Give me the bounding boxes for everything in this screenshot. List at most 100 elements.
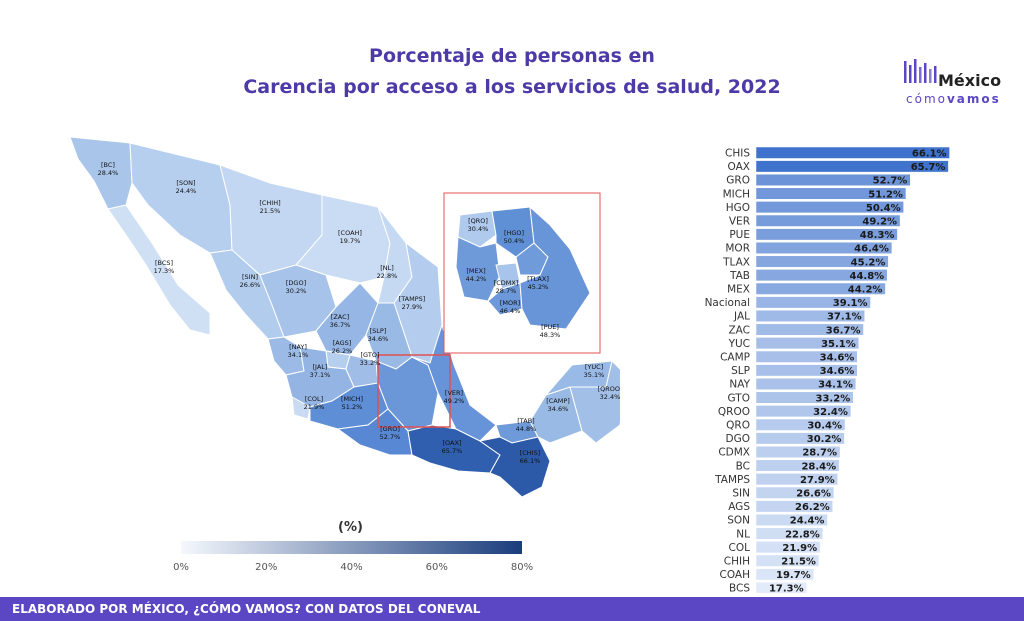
bar-value-label: 33.2%: [816, 393, 851, 404]
bar-category-label: TAMPS: [714, 474, 750, 486]
bar-value-label: 48.3%: [860, 230, 895, 241]
bar-value-label: 44.2%: [848, 285, 883, 296]
bar-value-label: 36.7%: [826, 325, 861, 336]
bar: [755, 214, 901, 227]
map-state-code: [COL]: [305, 395, 323, 403]
bar: [755, 255, 889, 268]
map-state-value: 66.1%: [520, 457, 541, 465]
map-state-value: 30.4%: [468, 225, 489, 233]
bar-category-label: OAX: [728, 161, 750, 173]
bar-category-label: NL: [736, 528, 750, 540]
map-state-code: [QRO]: [468, 217, 488, 225]
map-state-value: 65.7%: [442, 447, 463, 455]
bar-category-label: BC: [736, 460, 750, 472]
legend-title: (%): [338, 520, 363, 535]
bar: [755, 241, 893, 254]
map-state-code: [ZAC]: [331, 313, 349, 321]
bar-category-label: TAB: [729, 270, 750, 282]
bar-category-label: SIN: [732, 488, 750, 500]
bar-value-label: 52.7%: [873, 176, 908, 187]
map-state-value: 26.6%: [240, 281, 261, 289]
bar-value-label: 19.7%: [776, 570, 811, 581]
map-state-code: [TLAX]: [527, 275, 549, 283]
map-state-code: [NL]: [380, 264, 394, 272]
region-qroo: [569, 360, 620, 444]
bar-category-label: MICH: [723, 188, 750, 200]
bar-value-label: 34.6%: [820, 366, 855, 377]
ranking-bar-chart: CHIS 66.1% OAX 65.7% GRO 52.7% MICH 51.2% HGO 50.…: [705, 146, 950, 593]
map-state-value: 35.1%: [584, 371, 605, 379]
map-state-code: [SIN]: [242, 273, 258, 281]
map-state-value: 44.8%: [516, 425, 537, 433]
bar-value-label: 28.4%: [801, 461, 836, 472]
map-state-value: 30.2%: [286, 287, 307, 295]
inset-region-mex: [455, 236, 501, 302]
inset-region-pue: [519, 205, 591, 330]
bar-category-label: PUE: [729, 229, 750, 241]
bar: [755, 350, 858, 363]
map-state-value: 34.6%: [368, 335, 389, 343]
map-state-code: [PUE]: [541, 323, 559, 331]
legend-tick-label: 0%: [173, 562, 189, 573]
legend-tick-label: 40%: [340, 562, 363, 573]
bar-value-label: 46.4%: [854, 244, 889, 255]
map-state-value: 24.4%: [176, 187, 197, 195]
map-state-value: 33.2%: [360, 359, 381, 367]
bar-category-label: QRO: [726, 420, 750, 432]
bar: [755, 187, 907, 200]
bar-category-label: CHIH: [724, 556, 750, 568]
bar: [755, 418, 846, 431]
map-labels: [BC]28.4% [SON]24.4% [CHIH]21.5% [COAH]19.7…: [98, 161, 620, 465]
map-state-code: [QROO]: [598, 385, 620, 393]
bar-value-label: 49.2%: [862, 217, 897, 228]
region-bcs: [107, 204, 211, 336]
bar-value-label: 50.4%: [866, 203, 901, 214]
map-state-value: 26.2%: [332, 347, 353, 355]
bar: [755, 541, 821, 554]
legend-tick-label: 20%: [255, 562, 278, 573]
logo-main-text: México: [938, 71, 1002, 90]
map-state-value: 21.5%: [260, 207, 281, 215]
mexico-map: [BC]28.4% [SON]24.4% [CHIH]21.5% [COAH]19.7…: [69, 136, 620, 498]
bar-category-label: COL: [729, 542, 751, 554]
bar-value-label: 39.1%: [833, 298, 868, 309]
map-state-value: 52.7%: [380, 433, 401, 441]
bar-value-label: 37.1%: [827, 312, 862, 323]
bar-category-label: Nacional: [705, 297, 750, 309]
bar-category-label: TLAX: [722, 256, 750, 268]
bar-category-label: DGO: [726, 433, 751, 445]
map-state-value: 51.2%: [342, 403, 363, 411]
bar: [755, 337, 860, 350]
chart-title-line2: Carencia por acceso a los servicios de s…: [243, 76, 781, 98]
mexico-como-vamos-logo: México cómovamos: [898, 55, 1016, 115]
bar-category-label: COAH: [720, 569, 751, 581]
map-state-code: [MICH]: [341, 395, 363, 403]
bar: [755, 146, 950, 159]
bar: [755, 296, 871, 309]
map-state-value: 17.3%: [154, 267, 175, 275]
logo-sub-light: cómo: [906, 92, 947, 106]
region-chis: [478, 436, 551, 498]
map-state-code: [GRO]: [380, 425, 400, 433]
region-col: [291, 396, 311, 420]
map-state-value: 45.2%: [528, 283, 549, 291]
map-state-code: [JAL]: [313, 363, 328, 371]
map-state-code: [DGO]: [286, 279, 306, 287]
bar: [755, 228, 898, 241]
bar-category-label: CDMX: [718, 447, 750, 459]
bar: [755, 201, 904, 214]
map-state-value: 22.8%: [377, 272, 398, 280]
map-state-code: [TAMPS]: [399, 295, 426, 303]
bar: [755, 445, 841, 458]
map-state-code: [BCS]: [155, 259, 173, 267]
bar-value-label: 35.1%: [821, 339, 856, 350]
bar-category-label: QROO: [718, 406, 750, 418]
bar-value-label: 21.9%: [782, 543, 817, 554]
bar: [755, 173, 911, 186]
bar-value-label: 32.4%: [813, 407, 848, 418]
bar: [755, 500, 833, 513]
bar-value-label: 17.3%: [769, 584, 804, 593]
map-state-value: 48.3%: [540, 331, 561, 339]
bar: [755, 160, 949, 173]
bar: [755, 364, 858, 377]
